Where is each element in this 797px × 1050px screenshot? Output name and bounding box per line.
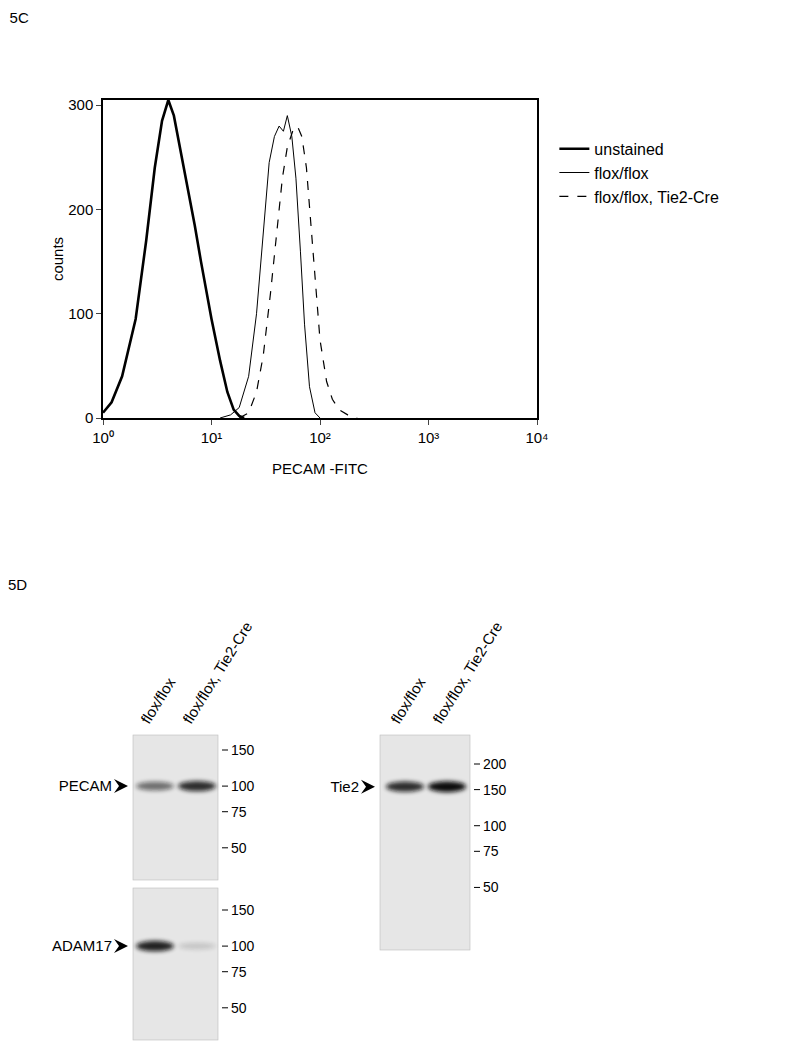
svg-text:ADAM17: ADAM17 <box>52 937 112 954</box>
svg-text:flox/flox: flox/flox <box>387 674 429 727</box>
svg-text:PECAM: PECAM <box>59 777 112 794</box>
svg-text:100: 100 <box>231 778 255 794</box>
svg-text:150: 150 <box>231 902 255 918</box>
svg-text:100: 100 <box>231 938 255 954</box>
svg-text:150: 150 <box>231 742 255 758</box>
svg-text:counts: counts <box>49 237 66 281</box>
svg-text:flox/flox, Tie2-Cre: flox/flox, Tie2-Cre <box>179 619 255 727</box>
svg-text:0: 0 <box>85 409 93 426</box>
svg-text:100: 100 <box>483 818 507 834</box>
svg-text:200: 200 <box>68 201 93 218</box>
svg-text:100: 100 <box>68 305 93 322</box>
svg-text:10²: 10² <box>309 429 331 446</box>
svg-text:10³: 10³ <box>418 429 440 446</box>
svg-text:75: 75 <box>483 843 499 859</box>
svg-text:50: 50 <box>483 879 499 895</box>
svg-text:Tie2: Tie2 <box>330 778 359 795</box>
svg-text:flox/flox, Tie2-Cre: flox/flox, Tie2-Cre <box>594 189 719 206</box>
svg-text:10⁴: 10⁴ <box>525 429 548 446</box>
svg-text:75: 75 <box>231 804 247 820</box>
svg-text:10¹: 10¹ <box>201 429 223 446</box>
svg-text:150: 150 <box>483 782 507 798</box>
svg-text:unstained: unstained <box>594 141 663 158</box>
svg-text:75: 75 <box>231 964 247 980</box>
svg-text:flox/flox: flox/flox <box>594 165 648 182</box>
svg-text:5D: 5D <box>8 576 27 593</box>
svg-text:PECAM -FITC: PECAM -FITC <box>272 460 368 477</box>
svg-text:50: 50 <box>231 840 247 856</box>
svg-text:flox/flox, Tie2-Cre: flox/flox, Tie2-Cre <box>429 619 505 727</box>
svg-text:300: 300 <box>68 96 93 113</box>
svg-text:200: 200 <box>483 756 507 772</box>
svg-text:10⁰: 10⁰ <box>92 429 114 446</box>
svg-text:50: 50 <box>231 1000 247 1016</box>
svg-text:5C: 5C <box>10 9 29 26</box>
svg-text:flox/flox: flox/flox <box>137 674 179 727</box>
